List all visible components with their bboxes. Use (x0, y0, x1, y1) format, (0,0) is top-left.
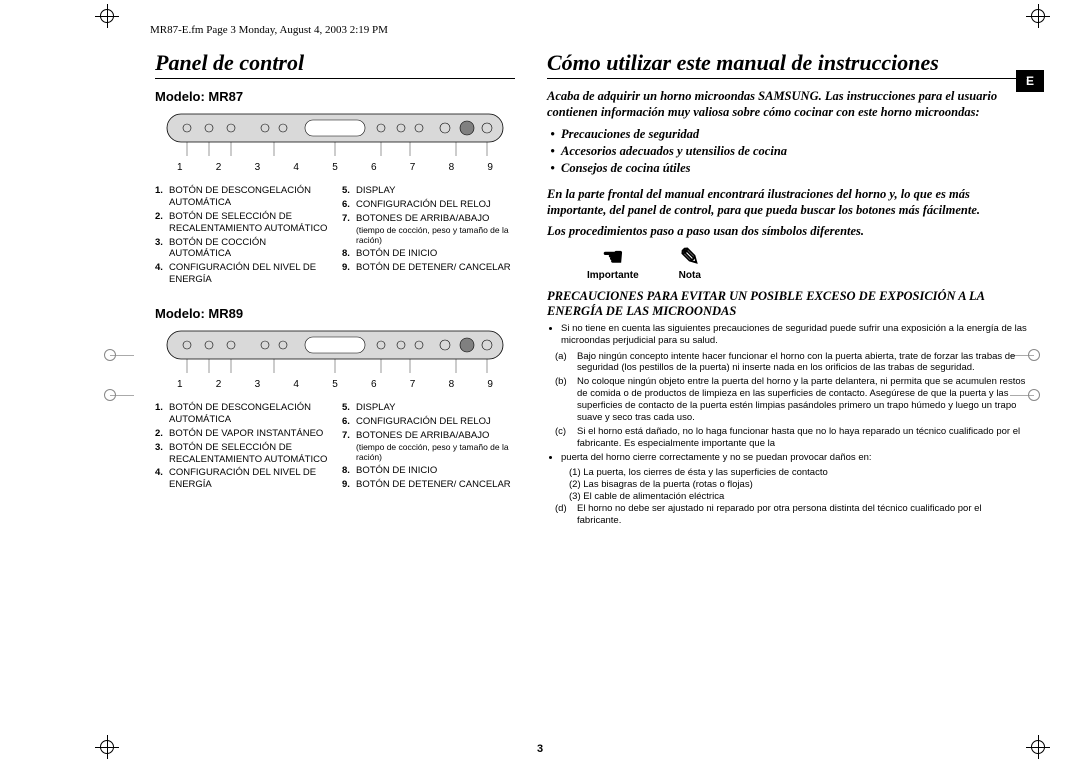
panel-num: 4 (293, 162, 299, 173)
legend-item: 1.BOTÓN DE DESCONGELACIÓN AUTOMÁTICA (155, 185, 328, 209)
page-content: Panel de control Modelo: MR87 (155, 50, 1035, 730)
model-heading-mr89: Modelo: MR89 (155, 306, 515, 321)
model-heading-mr87: Modelo: MR87 (155, 89, 515, 104)
precautions-heading: PRECAUCIONES PARA EVITAR UN POSIBLE EXCE… (547, 289, 1027, 319)
control-panel-svg (165, 329, 505, 377)
pencil-note-icon: ✎ (679, 246, 701, 270)
legend-item: 6.CONFIGURACIÓN DEL RELOJ (342, 416, 515, 428)
panel-num: 5 (332, 379, 338, 390)
intro-bullet: Accesorios adecuados y utensilios de coc… (561, 143, 1027, 160)
legend-mr87: 1.BOTÓN DE DESCONGELACIÓN AUTOMÁTICA 2.B… (155, 185, 515, 288)
panel-num: 8 (449, 379, 455, 390)
panel-num: 7 (410, 162, 416, 173)
symbol-label: Importante (587, 270, 639, 281)
panel-num: 9 (487, 379, 493, 390)
panel-num: 1 (177, 162, 183, 173)
panel-number-row: 1 2 3 4 5 6 7 8 9 (165, 160, 505, 179)
right-column: Cómo utilizar este manual de instruccion… (547, 50, 1027, 529)
panel-num: 5 (332, 162, 338, 173)
intro-bullet-list: Precauciones de seguridad Accesorios ade… (561, 126, 1027, 177)
legend-item: 4.CONFIGURACIÓN DEL NIVEL DE ENERGÍA (155, 262, 328, 286)
legend-item: 8.BOTÓN DE INICIO (342, 248, 515, 260)
panel-num: 6 (371, 162, 377, 173)
legend-item: 8.BOTÓN DE INICIO (342, 465, 515, 477)
side-rule (110, 395, 134, 396)
legend-item: 6.CONFIGURACIÓN DEL RELOJ (342, 199, 515, 211)
panel-num: 2 (216, 162, 222, 173)
prec-subnum: (3) El cable de alimentación eléctrica (569, 491, 1027, 503)
left-column: Panel de control Modelo: MR87 (155, 50, 515, 529)
control-panel-svg (165, 112, 505, 160)
panel-num: 6 (371, 379, 377, 390)
prec-item: (d)El horno no debe ser ajustado ni repa… (555, 503, 1027, 527)
prec-subnum: (1) La puerta, los cierres de ésta y las… (569, 467, 1027, 479)
crop-mark-br (1026, 735, 1050, 759)
panel-num: 3 (255, 162, 261, 173)
crop-mark-tl (95, 4, 119, 28)
section-title-left: Panel de control (155, 50, 515, 79)
control-panel-diagram-mr89: 1 2 3 4 5 6 7 8 9 (165, 329, 505, 396)
legend-item: 7.BOTONES DE ARRIBA/ABAJO(tiempo de cocc… (342, 430, 515, 463)
panel-number-row: 1 2 3 4 5 6 7 8 9 (165, 377, 505, 396)
control-panel-diagram-mr87: 1 2 3 4 5 6 7 8 9 (165, 112, 505, 179)
page-header-meta: MR87-E.fm Page 3 Monday, August 4, 2003 … (150, 24, 388, 36)
panel-num: 1 (177, 379, 183, 390)
prec-item: (a)Bajo ningún concepto intente hacer fu… (555, 351, 1027, 375)
intro-bullet: Precauciones de seguridad (561, 126, 1027, 143)
legend-item: 9.BOTÓN DE DETENER/ CANCELAR (342, 262, 515, 274)
prec-bullet-2: puerta del horno cierre correctamente y … (561, 452, 1027, 464)
panel-num: 2 (216, 379, 222, 390)
prec-intro: Si no tiene en cuenta las siguientes pre… (561, 323, 1027, 347)
prec-item: (b)No coloque ningún objeto entre la pue… (555, 376, 1027, 424)
legend-item: 9.BOTÓN DE DETENER/ CANCELAR (342, 479, 515, 491)
symbol-label: Nota (679, 270, 701, 281)
legend-item: 3.BOTÓN DE COCCIÓN AUTOMÁTICA (155, 237, 328, 261)
crop-mark-tr (1026, 4, 1050, 28)
panel-num: 3 (255, 379, 261, 390)
legend-item: 2.BOTÓN DE SELECCIÓN DE RECALENTAMIENTO … (155, 211, 328, 235)
hand-point-icon: ☚ (587, 246, 639, 270)
crop-mark-bl (95, 735, 119, 759)
side-rule (110, 355, 134, 356)
legend-item: 5.DISPLAY (342, 402, 515, 414)
intro-paragraph-3: Los procedimientos paso a paso usan dos … (547, 224, 1027, 240)
prec-item: (c)Si el horno está dañado, no lo haga f… (555, 426, 1027, 450)
intro-bullet: Consejos de cocina útiles (561, 160, 1027, 177)
symbol-nota: ✎ Nota (679, 246, 701, 281)
legend-item: 3.BOTÓN DE SELECCIÓN DE RECALENTAMIENTO … (155, 442, 328, 466)
intro-paragraph: Acaba de adquirir un horno microondas SA… (547, 89, 1027, 120)
legend-item: 1.BOTÓN DE DESCONGELACIÓN AUTOMÁTICA (155, 402, 328, 426)
page-number: 3 (537, 743, 543, 755)
prec-subnum: (2) Las bisagras de la puerta (rotas o f… (569, 479, 1027, 491)
legend-mr89: 1.BOTÓN DE DESCONGELACIÓN AUTOMÁTICA 2.B… (155, 402, 515, 493)
symbol-importante: ☚ Importante (587, 246, 639, 281)
section-title-right: Cómo utilizar este manual de instruccion… (547, 50, 1027, 79)
legend-item: 4.CONFIGURACIÓN DEL NIVEL DE ENERGÍA (155, 467, 328, 491)
legend-item: 2.BOTÓN DE VAPOR INSTANTÁNEO (155, 428, 328, 440)
panel-num: 9 (487, 162, 493, 173)
legend-item: 5.DISPLAY (342, 185, 515, 197)
panel-num: 8 (449, 162, 455, 173)
intro-paragraph-2: En la parte frontal del manual encontrar… (547, 187, 1027, 218)
panel-num: 7 (410, 379, 416, 390)
precautions-body: Si no tiene en cuenta las siguientes pre… (547, 323, 1027, 527)
legend-item: 7.BOTONES DE ARRIBA/ABAJO(tiempo de cocc… (342, 213, 515, 246)
symbols-row: ☚ Importante ✎ Nota (587, 246, 1027, 281)
panel-num: 4 (293, 379, 299, 390)
